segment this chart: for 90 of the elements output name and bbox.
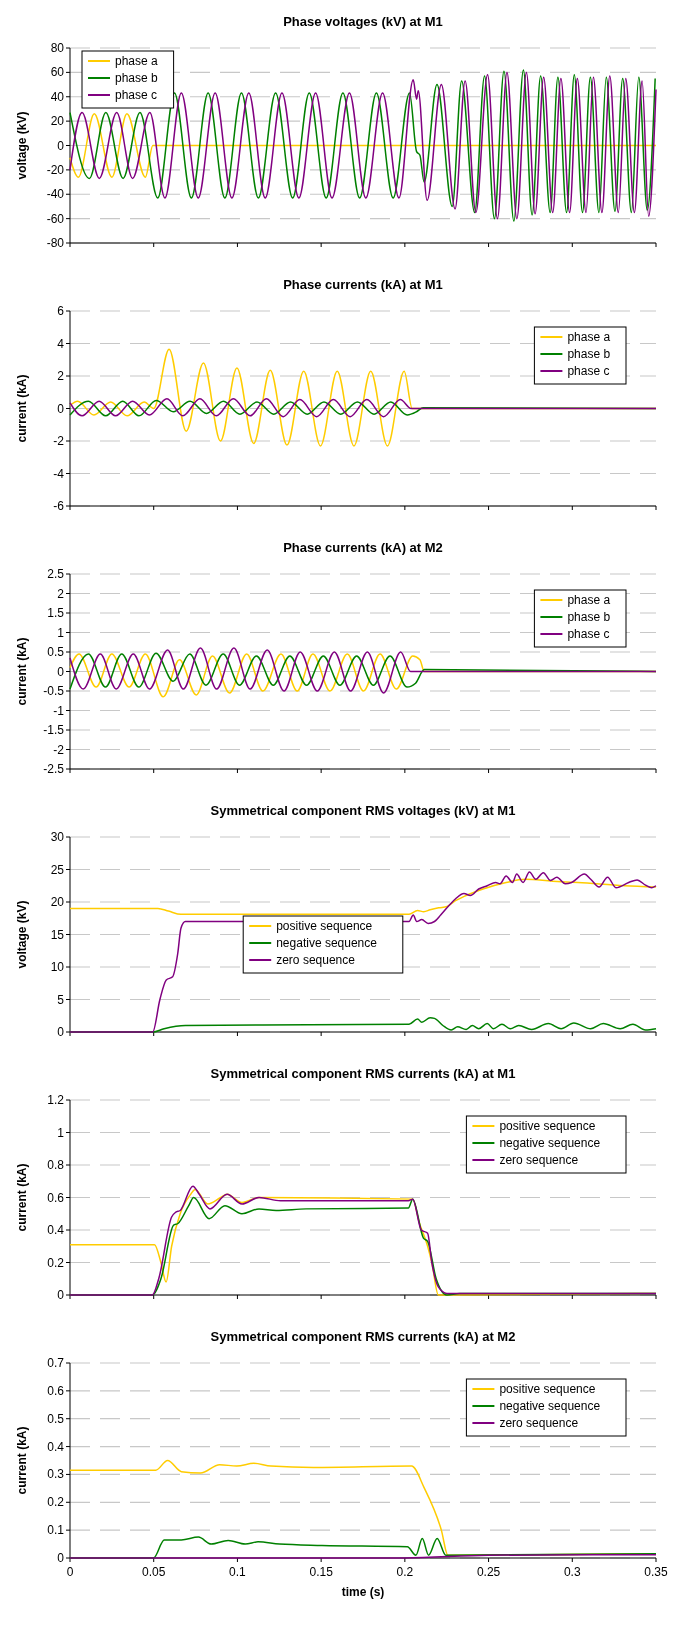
y-tick-label: -20 (46, 162, 65, 177)
y-tick-label: 20 (50, 114, 65, 129)
legend-label: phase c (567, 364, 610, 378)
y-tick-label: 1 (57, 1125, 65, 1140)
y-tick-label: 0.3 (47, 1467, 65, 1482)
line-series (69, 113, 657, 178)
legend-label: phase b (115, 71, 159, 85)
x-axis-title: time (s) (341, 1585, 385, 1599)
y-tick-label: 0.8 (47, 1158, 65, 1172)
y-tick-label: 0.4 (47, 1223, 65, 1237)
y-tick-label: 6 (57, 304, 65, 318)
y-tick-label: -80 (46, 236, 65, 250)
y-tick-label: 0 (57, 1025, 65, 1039)
y-tick-label: 2.5 (47, 567, 65, 581)
y-tick-label: 1 (57, 625, 65, 640)
chart-title: Phase currents (kA) at M2 (283, 540, 443, 555)
chart-title: Symmetrical component RMS currents (kA) at M1 (210, 1066, 516, 1081)
legend-label: negative sequence (276, 936, 378, 950)
legend-label: zero sequence (499, 1153, 579, 1167)
y-axis-title: voltage (kV) (15, 111, 29, 180)
y-tick-label: 0 (57, 664, 65, 679)
legend-label: positive sequence (499, 1382, 596, 1396)
chart-title: Symmetrical component RMS currents (kA) at M2 (210, 1329, 516, 1344)
y-tick-label: 25 (50, 862, 65, 877)
y-tick-label: 0.6 (47, 1190, 65, 1205)
legend-label: negative sequence (499, 1399, 601, 1413)
y-tick-label: 2 (57, 586, 65, 601)
x-tick-label: 0.3 (563, 1565, 581, 1579)
y-tick-label: -6 (53, 499, 65, 513)
y-tick-label: 0.2 (47, 1255, 65, 1270)
y-tick-label: 0.5 (47, 645, 65, 659)
y-tick-label: 30 (50, 830, 65, 844)
legend-label: zero sequence (276, 953, 356, 967)
y-tick-label: 1.5 (47, 606, 65, 620)
x-tick-label: 0.2 (396, 1565, 414, 1579)
y-tick-label: 0 (57, 1288, 65, 1302)
legend-label: phase b (567, 610, 611, 624)
x-tick-label: 0.05 (142, 1565, 166, 1579)
y-tick-label: 60 (50, 65, 65, 80)
legend-label: phase c (567, 627, 610, 641)
y-tick-label: 0.7 (47, 1356, 65, 1370)
legend-label: phase a (567, 330, 611, 344)
x-tick-label: 0.35 (644, 1565, 668, 1579)
chart-title: Phase voltages (kV) at M1 (283, 14, 443, 29)
y-axis-title: current (kA) (15, 1163, 29, 1232)
y-tick-label: 4 (57, 336, 65, 351)
legend-label: phase a (567, 593, 611, 607)
y-tick-label: -4 (53, 466, 65, 481)
y-tick-label: 1.2 (47, 1093, 65, 1107)
y-tick-label: 0 (57, 1551, 65, 1565)
legend-label: positive sequence (276, 919, 373, 933)
x-tick-label: 0.1 (229, 1565, 247, 1579)
legend-label: negative sequence (499, 1136, 601, 1150)
y-tick-label: 10 (50, 960, 65, 974)
y-tick-label: 40 (50, 89, 65, 104)
legend-label: positive sequence (499, 1119, 596, 1133)
chart-title: Phase currents (kA) at M1 (283, 277, 443, 292)
y-tick-label: 0 (57, 138, 65, 153)
y-tick-label: -2 (53, 434, 65, 448)
y-tick-label: -0.5 (43, 684, 65, 698)
legend-label: phase c (115, 88, 158, 102)
x-tick-label: 0.25 (476, 1565, 501, 1579)
y-tick-label: -1.5 (43, 723, 65, 737)
legend-label: zero sequence (499, 1416, 579, 1430)
y-tick-label: -60 (46, 211, 65, 226)
y-axis-title: current (kA) (15, 1426, 29, 1495)
y-tick-label: 0 (57, 401, 65, 416)
y-tick-label: -2 (53, 742, 65, 757)
y-tick-label: 0.6 (47, 1383, 65, 1398)
y-tick-label: 0.1 (47, 1523, 65, 1538)
x-tick-label: 0.15 (309, 1565, 334, 1579)
x-tick-label: 0 (66, 1565, 74, 1579)
legend-label: phase b (567, 347, 611, 361)
y-tick-label: 20 (50, 895, 65, 909)
chart-title: Symmetrical component RMS voltages (kV) at M1 (210, 803, 516, 818)
y-axis-title: current (kA) (15, 374, 29, 443)
y-tick-label: 0.4 (47, 1439, 65, 1454)
y-tick-label: 2 (57, 369, 65, 383)
y-axis-title: voltage (kV) (15, 900, 29, 969)
y-tick-label: 0.5 (47, 1411, 65, 1426)
y-tick-label: -2.5 (43, 762, 65, 776)
y-tick-label: 5 (57, 992, 65, 1007)
line-series (69, 878, 657, 916)
y-tick-label: 80 (50, 41, 65, 55)
y-tick-label: -1 (53, 703, 65, 718)
y-tick-label: -40 (46, 187, 65, 202)
y-axis-title: current (kA) (15, 637, 29, 706)
y-tick-label: 15 (50, 927, 65, 942)
legend-label: phase a (115, 54, 159, 68)
y-tick-label: 0.2 (47, 1495, 65, 1510)
